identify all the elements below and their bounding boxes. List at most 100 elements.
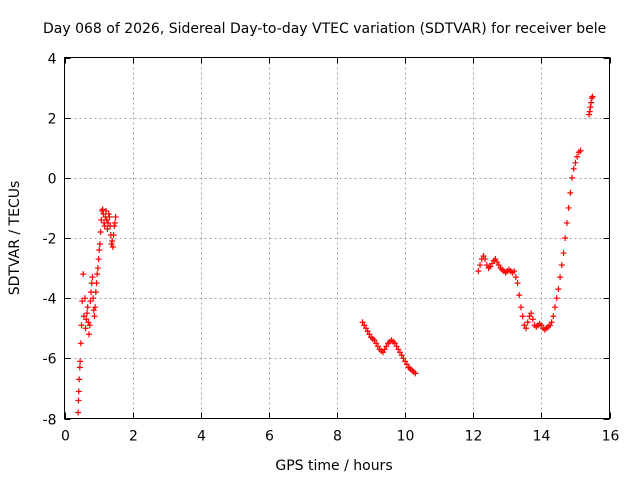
data-point	[569, 174, 576, 181]
data-point	[90, 295, 97, 302]
data-point	[555, 286, 562, 293]
data-point	[93, 280, 100, 287]
data-point	[393, 343, 400, 350]
data-point	[550, 313, 557, 320]
data-point	[400, 355, 407, 362]
y-tick-label: 2	[48, 112, 57, 128]
y-tick-label: -2	[43, 232, 57, 248]
data-point	[366, 331, 373, 338]
data-point	[75, 388, 82, 395]
data-point	[361, 322, 368, 329]
data-point	[104, 225, 111, 232]
data-point	[92, 289, 99, 296]
data-point	[89, 274, 96, 281]
data-point	[78, 322, 85, 329]
data-point	[79, 298, 86, 305]
data-point	[76, 376, 83, 383]
data-point	[475, 268, 482, 275]
data-point	[96, 241, 103, 248]
data-point	[558, 262, 565, 269]
data-point	[101, 222, 108, 229]
data-point	[589, 93, 596, 100]
y-tick-label: -8	[43, 413, 57, 429]
data-point	[97, 228, 104, 235]
data-point	[84, 304, 91, 311]
x-tick-label: 0	[61, 429, 70, 445]
y-axis-title: SDTVAR / TECUs	[7, 181, 23, 296]
y-tick-labels: -8 -6 -4 -2 0 2 4	[43, 52, 57, 429]
data-point	[81, 295, 88, 302]
data-point	[483, 262, 490, 269]
data-point	[362, 325, 369, 332]
data-point	[553, 295, 560, 302]
data-point	[395, 346, 402, 353]
data-point	[75, 409, 82, 416]
data-point	[99, 206, 106, 213]
data-point	[103, 216, 110, 223]
x-tick-label: 14	[533, 429, 551, 445]
data-point	[85, 319, 92, 326]
data-point	[487, 263, 494, 270]
data-point	[565, 204, 572, 211]
data-point	[557, 274, 564, 281]
data-point	[80, 271, 87, 278]
data-point	[512, 274, 519, 281]
x-tick-label: 16	[602, 429, 620, 445]
data-point	[480, 253, 487, 260]
data-point	[572, 159, 579, 166]
data-point	[364, 328, 371, 335]
data-point	[83, 310, 90, 317]
data-point	[80, 313, 87, 320]
data-point	[588, 99, 595, 106]
data-point	[374, 343, 381, 350]
y-tick-label: -4	[43, 292, 57, 308]
data-point	[77, 358, 84, 365]
data-point	[100, 210, 107, 217]
data-point	[110, 231, 117, 238]
data-point	[523, 325, 530, 332]
data-point	[477, 262, 484, 269]
data-point	[562, 235, 569, 241]
data-point	[560, 250, 567, 257]
data-point	[492, 256, 499, 263]
data-point	[516, 292, 523, 299]
data-point	[587, 104, 594, 111]
data-point	[511, 268, 518, 275]
data-point	[379, 349, 386, 356]
data-point	[86, 322, 93, 329]
data-point	[75, 397, 82, 404]
data-point	[488, 260, 495, 267]
data-point	[96, 247, 103, 254]
y-tick-label: 4	[48, 52, 57, 68]
data-point	[94, 265, 101, 272]
data-point	[398, 352, 405, 359]
data-point	[359, 319, 366, 326]
x-tick-label: 12	[465, 429, 483, 445]
data-point	[373, 340, 380, 347]
data-point	[109, 238, 116, 245]
plot-frame	[64, 57, 610, 419]
axis-ticks	[64, 57, 611, 420]
data-point	[548, 319, 555, 326]
x-axis-title: GPS time / hours	[275, 458, 392, 474]
data-point	[517, 304, 524, 311]
data-point	[98, 216, 105, 223]
data-point	[381, 346, 388, 353]
data-point	[519, 313, 526, 320]
data-point	[494, 259, 501, 266]
data-point	[586, 111, 593, 118]
x-tick-label: 8	[333, 429, 342, 445]
data-point	[402, 358, 409, 365]
data-point	[92, 304, 99, 311]
x-tick-labels: 0 2 4 6 8 10 12 14 16	[61, 429, 619, 445]
data-point	[482, 256, 489, 263]
data-point	[524, 319, 531, 326]
data-point	[371, 337, 378, 344]
data-point	[83, 316, 90, 323]
data-point	[412, 370, 419, 377]
data-point	[108, 241, 115, 248]
data-point	[577, 147, 584, 154]
data-point	[95, 256, 102, 263]
chart-title: Day 068 of 2026, Sidereal Day-to-day VTE…	[43, 21, 606, 37]
